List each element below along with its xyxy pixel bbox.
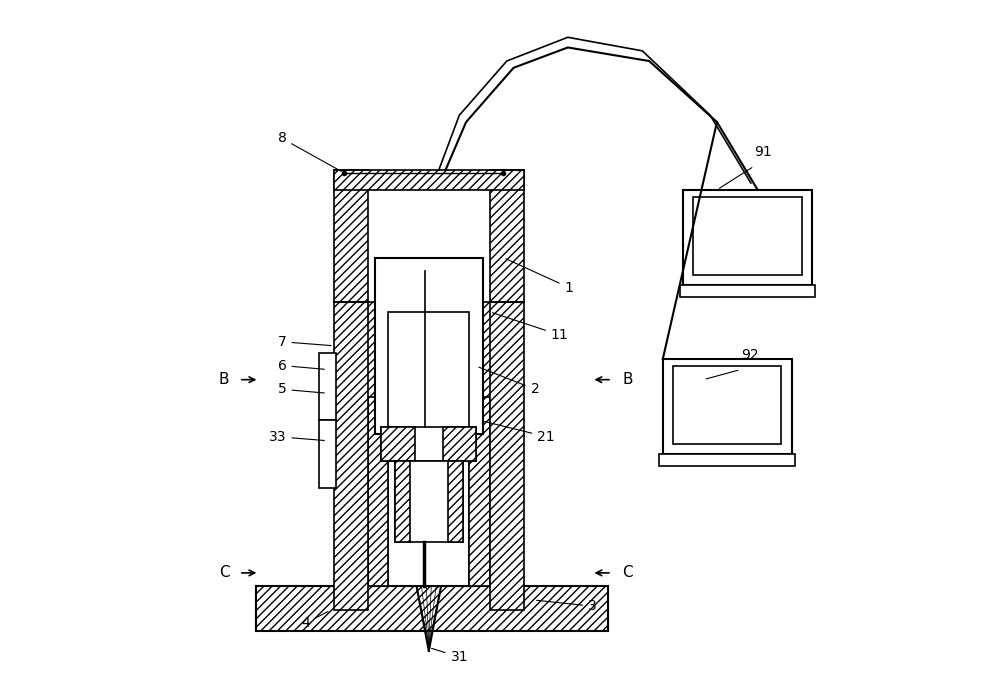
Bar <box>368 397 388 586</box>
Bar <box>448 461 463 542</box>
Bar <box>334 170 368 610</box>
Bar <box>358 302 388 586</box>
Text: 11: 11 <box>492 313 569 342</box>
Text: 4: 4 <box>301 612 328 630</box>
Bar <box>256 586 608 631</box>
Text: 92: 92 <box>741 348 758 362</box>
Bar <box>659 454 795 466</box>
Text: 6: 6 <box>278 359 324 372</box>
Bar <box>395 461 463 542</box>
Text: C: C <box>622 565 633 580</box>
Bar <box>663 359 792 454</box>
Text: 3: 3 <box>537 599 597 613</box>
Text: 91: 91 <box>754 145 772 159</box>
Text: 31: 31 <box>431 648 468 664</box>
Text: 8: 8 <box>278 132 342 172</box>
Text: 5: 5 <box>278 382 324 396</box>
Bar <box>319 353 336 420</box>
Bar <box>388 312 469 434</box>
Bar <box>381 427 415 461</box>
Bar <box>469 397 490 586</box>
Text: 7: 7 <box>278 335 331 348</box>
Text: 21: 21 <box>482 421 555 443</box>
Bar <box>673 366 781 444</box>
Bar <box>334 170 524 190</box>
Text: B: B <box>622 372 633 387</box>
Bar <box>680 285 815 297</box>
Bar <box>683 190 812 285</box>
Bar <box>319 420 336 488</box>
Bar <box>381 427 476 461</box>
Bar <box>490 170 524 610</box>
Text: C: C <box>219 565 229 580</box>
Bar <box>395 461 410 542</box>
Bar <box>443 427 476 461</box>
Text: 33: 33 <box>269 430 324 443</box>
Bar <box>469 302 500 586</box>
Bar <box>693 197 802 275</box>
Bar <box>375 258 483 434</box>
Text: 1: 1 <box>506 259 573 294</box>
Text: B: B <box>219 372 229 387</box>
Text: 2: 2 <box>479 367 539 396</box>
